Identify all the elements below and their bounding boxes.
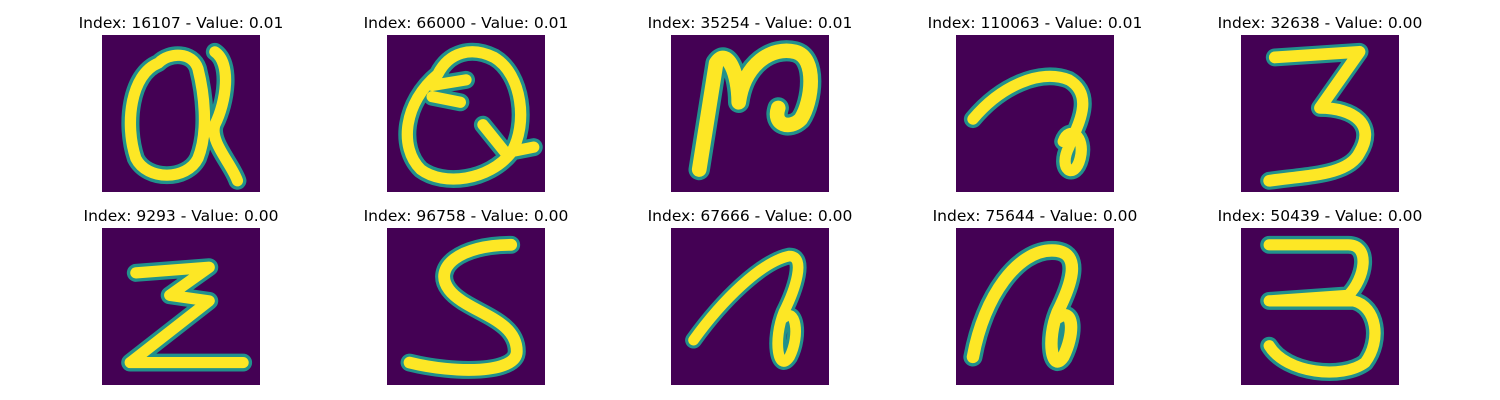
panel: Index: 32638 - Value: 0.00 (1218, 13, 1422, 205)
glyph-image (956, 35, 1114, 192)
panel-title: Index: 110063 - Value: 0.01 (927, 14, 1143, 32)
panel-title: Index: 9293 - Value: 0.00 (83, 207, 279, 225)
panel: Index: 35254 - Value: 0.01 (648, 13, 852, 205)
glyph-image (102, 35, 260, 192)
glyph-image (956, 228, 1114, 385)
glyph-image (671, 35, 829, 192)
panel-title: Index: 32638 - Value: 0.00 (1217, 14, 1423, 32)
glyph-image (1241, 228, 1399, 385)
panel: Index: 96758 - Value: 0.00 (364, 206, 568, 398)
glyph-image (387, 35, 545, 192)
panel: Index: 67666 - Value: 0.00 (648, 206, 852, 398)
panel-title: Index: 16107 - Value: 0.01 (78, 14, 284, 32)
panel-title: Index: 50439 - Value: 0.00 (1217, 207, 1423, 225)
panel-title: Index: 96758 - Value: 0.00 (363, 207, 569, 225)
panel: Index: 66000 - Value: 0.01 (364, 13, 568, 205)
panel: Index: 75644 - Value: 0.00 (933, 206, 1137, 398)
panel-title: Index: 75644 - Value: 0.00 (932, 207, 1138, 225)
glyph-image (671, 228, 829, 385)
panel-title: Index: 67666 - Value: 0.00 (647, 207, 853, 225)
panel: Index: 9293 - Value: 0.00 (84, 206, 278, 398)
panel-title: Index: 66000 - Value: 0.01 (363, 14, 569, 32)
panel: Index: 16107 - Value: 0.01 (79, 13, 283, 205)
glyph-image (1241, 35, 1399, 192)
panel: Index: 110063 - Value: 0.01 (928, 13, 1142, 205)
panel: Index: 50439 - Value: 0.00 (1218, 206, 1422, 398)
glyph-image (102, 228, 260, 385)
panel-title: Index: 35254 - Value: 0.01 (647, 14, 853, 32)
glyph-image (387, 228, 545, 385)
